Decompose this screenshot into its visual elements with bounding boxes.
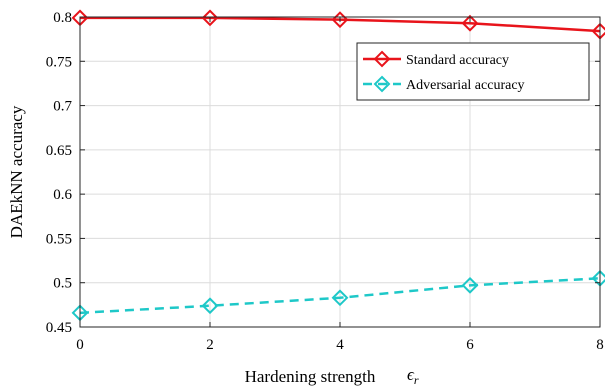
legend-box: [356, 42, 590, 101]
legend-swatch-marker-0: [373, 50, 391, 68]
legend: Standard accuracy Adversarial accuracy: [356, 42, 590, 101]
series-1-point-2: [331, 289, 349, 307]
legend-item-1: Adversarial accuracy: [363, 75, 525, 93]
y-tick-label-3: 0.6: [53, 187, 72, 203]
y-tick-label-4: 0.65: [46, 143, 72, 159]
x-axis-label: Hardening strength: [245, 367, 376, 386]
x-tick-label-1: 2: [206, 337, 214, 353]
series-1-point-1: [201, 297, 219, 315]
series-line-1: [79, 277, 601, 315]
legend-item-0: Standard accuracy: [363, 50, 509, 68]
legend-label-1: Adversarial accuracy: [406, 78, 525, 93]
y-tick-label-7: 0.8: [53, 10, 72, 26]
legend-label-0: Standard accuracy: [406, 53, 509, 68]
y-tick-label-2: 0.55: [46, 231, 72, 247]
axis-ticks: 0 2 4 6 8 0.45 0.5 0.55 0.6 0.65 0.7 0.75 0.8: [46, 10, 604, 353]
x-tick-label-4: 8: [596, 337, 604, 353]
x-axis-symbol-epsilon: ϵ: [407, 365, 415, 384]
y-tick-label-1: 0.5: [53, 276, 72, 292]
series-1-point-3: [461, 276, 479, 294]
x-tick-label-0: 0: [76, 337, 84, 353]
y-tick-label-6: 0.75: [46, 54, 72, 70]
x-axis-symbol-subscript: r: [414, 373, 419, 387]
series-0-point-3: [461, 14, 479, 32]
series-0-point-1: [201, 9, 219, 27]
y-tick-label-0: 0.45: [46, 320, 72, 336]
legend-swatch-marker-1: [373, 75, 391, 93]
x-axis-symbol: ϵr: [407, 365, 419, 387]
x-axis-label-text: Hardening strength: [245, 367, 376, 386]
y-tick-label-5: 0.7: [53, 99, 72, 115]
x-tick-label-2: 4: [336, 337, 344, 353]
grid-lines: [79, 16, 601, 328]
x-tick-label-3: 6: [466, 337, 474, 353]
y-axis-label: DAEkNN accuracy: [7, 105, 26, 238]
